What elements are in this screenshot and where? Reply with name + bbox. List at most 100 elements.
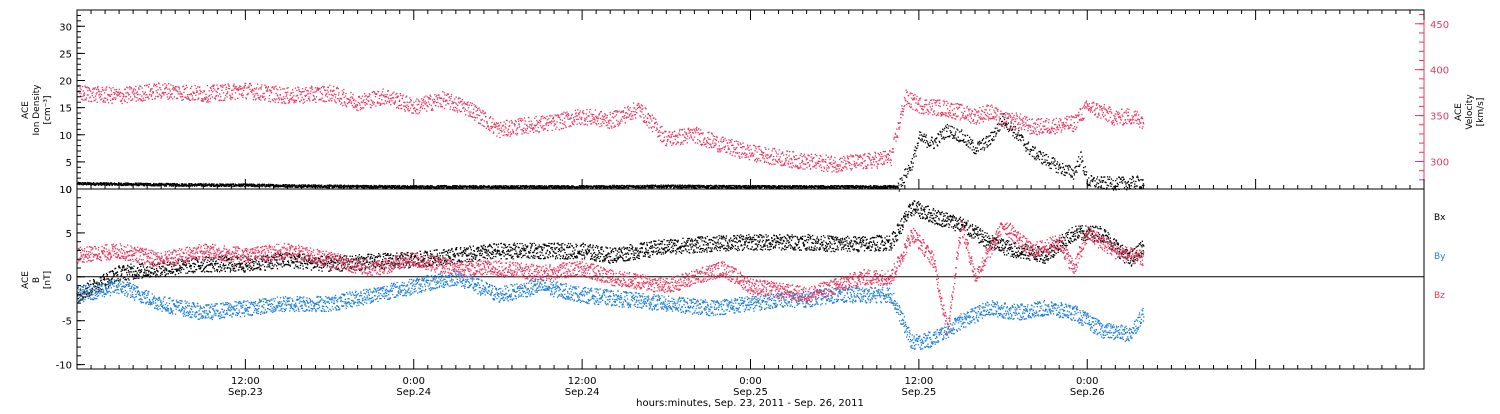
ion-density-point: [1012, 135, 1014, 137]
velocity-point: [175, 97, 178, 99]
ion-density-point: [831, 185, 833, 187]
velocity-point: [85, 99, 87, 101]
velocity-point: [145, 84, 148, 87]
velocity-point: [170, 94, 172, 96]
ion-density-point: [910, 162, 913, 164]
ion-density-point: [475, 186, 477, 189]
ion-density-point: [249, 184, 251, 187]
velocity-point: [425, 95, 427, 97]
velocity-point: [437, 101, 439, 103]
ion-density-point: [188, 183, 190, 185]
velocity-point: [273, 88, 275, 90]
ion-density-point: [405, 187, 407, 189]
ion-density-point: [255, 185, 257, 188]
ion-density-point: [714, 186, 717, 188]
velocity-point: [171, 88, 173, 90]
ion-density-point: [284, 184, 287, 186]
ion-density-point: [859, 187, 861, 189]
velocity-point: [585, 113, 587, 115]
ion-density-point: [1142, 179, 1144, 181]
ion-density-point: [546, 187, 548, 189]
ion-density-point: [263, 183, 266, 186]
velocity-point: [471, 102, 473, 105]
ion-density-point: [1084, 166, 1086, 168]
ion-density-point: [542, 187, 544, 189]
ion-density-point: [163, 183, 165, 185]
ion-density-point: [555, 187, 557, 189]
velocity-point: [230, 96, 232, 99]
ion-density-point: [1031, 155, 1033, 157]
ion-density-point: [747, 186, 749, 188]
velocity-point: [481, 124, 483, 126]
ion-density-point: [267, 184, 269, 186]
velocity-point: [335, 93, 337, 96]
ion-density-point: [930, 139, 932, 141]
velocity-point: [263, 92, 265, 94]
ion-density-point: [118, 183, 120, 185]
ion-density-point: [490, 185, 493, 188]
velocity-point: [247, 93, 249, 95]
velocity-point: [181, 99, 183, 101]
ion-density-point: [826, 185, 828, 187]
velocity-point: [306, 100, 308, 102]
ion-density-point: [279, 185, 281, 187]
ion-density-point: [128, 182, 130, 185]
velocity-point: [314, 91, 316, 93]
ion-density-point: [164, 185, 166, 187]
ion-density-point: [641, 185, 644, 188]
ion-density-point: [465, 185, 468, 187]
ion-density-point: [1055, 171, 1057, 173]
ion-density-point: [237, 185, 240, 187]
velocity-point: [550, 120, 553, 122]
ion-density-point: [153, 182, 155, 185]
velocity-point: [492, 118, 494, 120]
ion-density-point: [759, 185, 761, 187]
velocity-point: [412, 112, 414, 114]
velocity-point: [228, 84, 230, 86]
velocity-point: [126, 91, 129, 94]
ion-density-point: [958, 140, 960, 142]
velocity-point: [478, 107, 480, 109]
ion-density-point: [102, 184, 105, 186]
velocity-point: [91, 92, 93, 95]
ion-density-point: [111, 184, 114, 186]
ion-density-point: [280, 185, 282, 188]
ion-density-point: [948, 125, 950, 127]
ion-density-point: [987, 140, 990, 143]
ion-density-point: [1075, 170, 1077, 172]
velocity-point: [134, 89, 137, 91]
velocity-point: [360, 101, 363, 103]
ion-density-point: [84, 182, 86, 184]
velocity-point: [373, 91, 375, 93]
velocity-point: [174, 88, 176, 90]
ion-density-point: [379, 185, 381, 187]
velocity-point: [375, 105, 377, 107]
ion-density-point: [1124, 181, 1126, 183]
ion-density-point: [424, 185, 426, 187]
ion-density-point: [514, 185, 516, 187]
ion-density-point: [220, 185, 222, 187]
ion-density-point: [307, 184, 309, 186]
ion-density-point: [1123, 178, 1125, 180]
velocity-point: [321, 93, 324, 96]
velocity-point: [535, 130, 537, 132]
velocity-point: [307, 93, 309, 95]
velocity-point: [214, 97, 216, 99]
velocity-point: [149, 90, 151, 92]
ion-density-point: [945, 126, 948, 129]
ion-density-point: [210, 184, 212, 186]
velocity-point: [244, 83, 246, 85]
velocity-point: [87, 87, 90, 89]
velocity-point: [312, 99, 314, 101]
ion-density-point: [1092, 179, 1094, 181]
ion-density-point: [977, 150, 980, 152]
velocity-point: [539, 122, 541, 124]
ion-density-point: [555, 185, 557, 187]
velocity-point: [288, 101, 290, 104]
ion-density-point: [732, 185, 734, 187]
ion-density-series-early: [77, 181, 899, 189]
ion-density-point: [913, 156, 915, 158]
velocity-point: [323, 86, 325, 88]
velocity-point: [428, 103, 431, 105]
velocity-point: [142, 91, 144, 93]
